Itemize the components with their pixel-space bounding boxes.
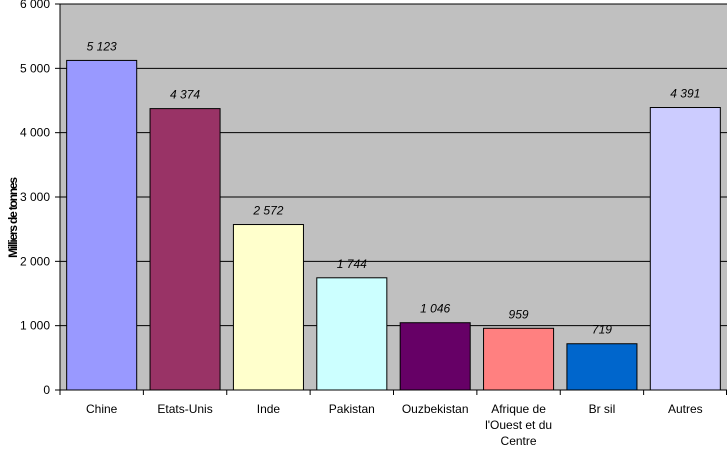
x-category-label: Br sil: [589, 402, 616, 416]
x-axis-ticks: Chine Etats-Unis Inde Pakistan Ouzbekistan Af…: [59, 390, 727, 448]
x-category-label: Inde: [257, 402, 281, 416]
data-label: 5 123: [87, 39, 117, 53]
bar: [316, 277, 388, 391]
y-tick-label: 1 000: [20, 319, 50, 333]
x-category-label: Ouzbekistan: [402, 402, 469, 416]
data-label: 959: [509, 307, 529, 321]
bar: [566, 343, 638, 391]
y-tick-label: 5 000: [20, 61, 50, 75]
data-label: 4 391: [670, 87, 700, 101]
bar: [399, 322, 471, 391]
x-category-label: Chine: [86, 402, 118, 416]
bar: [149, 108, 221, 391]
data-label: 1 744: [337, 257, 367, 271]
data-labels: 5 123 4 374 2 572 1 744 1 046 959 719 4 391: [87, 39, 701, 336]
y-tick-label: 6 000: [20, 0, 50, 11]
y-axis-label: Milliers de tonnes: [6, 177, 20, 258]
y-tick-label: 2 000: [20, 254, 50, 268]
bar: [66, 59, 138, 391]
data-label: 1 046: [420, 302, 450, 316]
data-label: 2 572: [252, 204, 283, 218]
y-tick-label: 0: [43, 383, 50, 397]
x-category-label: Pakistan: [329, 402, 375, 416]
bars: [66, 59, 721, 391]
bar: [232, 224, 304, 391]
data-label: 719: [592, 323, 612, 337]
bar: [483, 327, 555, 391]
y-tick-label: 3 000: [20, 190, 50, 204]
y-tick-label: 4 000: [20, 126, 50, 140]
x-category-label: Etats-Unis: [157, 402, 212, 416]
data-label: 4 374: [170, 88, 200, 102]
bar: [649, 107, 721, 391]
y-axis-ticks: 0 1 000 2 000 3 000 4 000 5 000 6 000: [20, 0, 60, 397]
x-category-label: Autres: [668, 402, 703, 416]
x-category-label: Afrique de l'Ouest et du Centre: [485, 402, 552, 448]
